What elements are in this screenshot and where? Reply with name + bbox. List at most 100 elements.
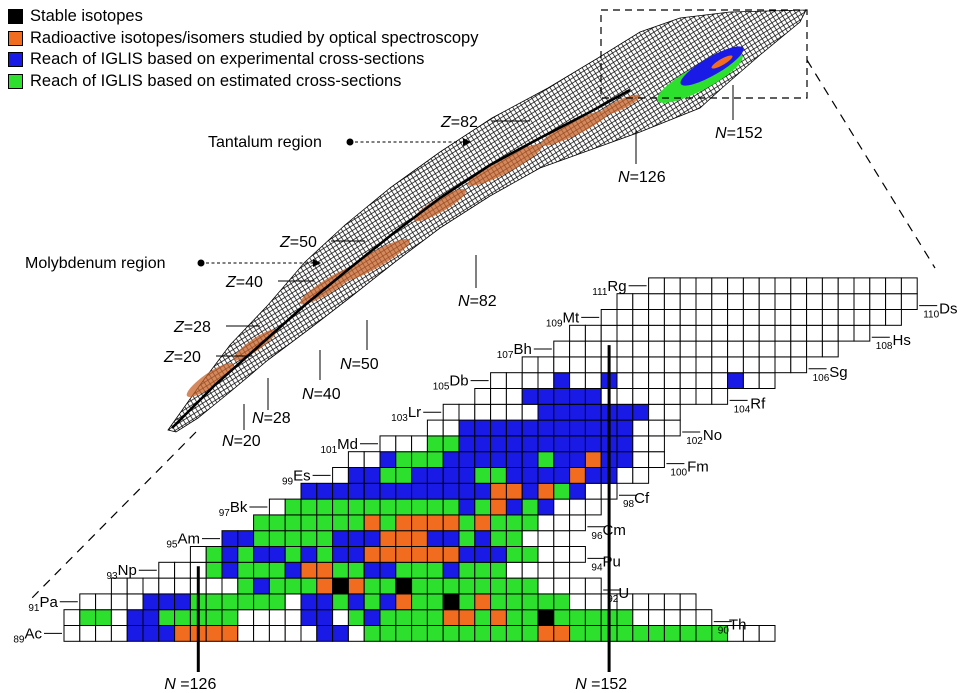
nuclide-cell-estimated bbox=[584, 625, 602, 642]
nuclide-cell-estimated bbox=[474, 609, 492, 627]
nuclide-cell-empty bbox=[663, 356, 681, 374]
nuclide-cell-experimental bbox=[253, 577, 270, 595]
nuclide-cell-empty bbox=[553, 356, 571, 374]
nuclide-cell-empty bbox=[553, 498, 571, 516]
nuclide-cell-empty bbox=[221, 577, 239, 595]
nuclide-cell-empty bbox=[727, 356, 744, 374]
nuclide-cell-empty bbox=[727, 340, 744, 358]
nuclide-cell-experimental bbox=[616, 451, 634, 469]
overview-studied-region bbox=[467, 144, 543, 186]
nuclide-cell-experimental bbox=[363, 609, 381, 627]
nuclide-cell-estimated bbox=[648, 625, 665, 642]
element-symbol: 106Sg bbox=[813, 364, 848, 384]
nuclide-cell-estimated bbox=[505, 593, 523, 611]
nuclide-cell-empty bbox=[569, 372, 586, 390]
nuclide-cell-estimated bbox=[379, 467, 397, 484]
nuclide-cell-empty bbox=[648, 309, 665, 326]
nuclide-cell-experimental bbox=[569, 435, 586, 453]
nuclide-cell-experimental bbox=[505, 467, 523, 484]
nuclide-cell-empty bbox=[632, 609, 650, 627]
nuclide-cell-estimated bbox=[537, 451, 555, 469]
nuclide-cell-estimated bbox=[616, 609, 634, 627]
nuclide-cell-empty bbox=[268, 498, 286, 516]
nuclide-cell-estimated bbox=[490, 530, 507, 548]
nuclide-cell-experimental bbox=[584, 435, 602, 453]
nuclide-cell-empty bbox=[663, 419, 681, 437]
nuclide-cell-empty bbox=[648, 419, 665, 437]
nuclide-cell-empty bbox=[663, 309, 681, 326]
nuclide-cell-empty bbox=[632, 324, 650, 342]
nuclide-cell-empty bbox=[727, 277, 744, 295]
element-symbol: 103Lr bbox=[391, 404, 421, 424]
nuclide-cell-estimated bbox=[332, 593, 349, 611]
nuclide-cell-empty bbox=[711, 372, 729, 390]
nuclide-cell-estimated bbox=[300, 498, 318, 516]
nuclide-cell-studied bbox=[205, 625, 223, 642]
nuclide-cell-empty bbox=[553, 340, 571, 358]
nuclide-cell-empty bbox=[679, 609, 697, 627]
nuclide-cell-empty bbox=[253, 609, 270, 627]
nuclide-cell-estimated bbox=[316, 546, 334, 563]
nuclide-cell-estimated bbox=[253, 514, 270, 532]
n152-line-label: N =152 bbox=[575, 676, 627, 693]
nuclide-cell-empty bbox=[790, 293, 808, 311]
nuclide-cell-empty bbox=[742, 277, 760, 295]
nuclide-cell-estimated bbox=[347, 498, 365, 516]
z82-label: Z=82 bbox=[440, 114, 478, 131]
nuclide-cell-estimated bbox=[347, 609, 365, 627]
element-label-ds: 110Ds bbox=[919, 301, 957, 321]
nuclide-cell-estimated bbox=[569, 625, 586, 642]
nuclide-cell-estimated bbox=[426, 435, 444, 453]
nuclide-cell-empty bbox=[284, 625, 302, 642]
nuclide-cell-experimental bbox=[158, 625, 176, 642]
nuclide-cell-studied bbox=[395, 530, 413, 548]
tantalum-region-label: Tantalum region bbox=[208, 134, 322, 151]
nuclide-cell-experimental bbox=[553, 388, 571, 405]
nuclide-cell-experimental bbox=[521, 435, 539, 453]
nuclide-cell-experimental bbox=[569, 419, 586, 437]
nuclide-cell-estimated bbox=[426, 593, 444, 611]
nuclide-cell-estimated bbox=[411, 609, 428, 627]
nuclide-cell-estimated bbox=[395, 561, 413, 579]
nuclide-cell-stable bbox=[442, 593, 460, 611]
z50-label: Z=50 bbox=[279, 234, 317, 251]
nuclide-cell-estimated bbox=[332, 514, 349, 532]
nuclide-cell-empty bbox=[632, 467, 650, 484]
nuclide-cell-estimated bbox=[679, 625, 697, 642]
element-symbol: 93Np bbox=[106, 562, 136, 582]
nuclide-cell-experimental bbox=[300, 546, 318, 563]
nuclide-cell-empty bbox=[758, 356, 776, 374]
element-label-fm: 100Fm bbox=[666, 459, 709, 479]
nuclide-cell-estimated bbox=[458, 514, 476, 532]
nuclide-cell-estimated bbox=[205, 609, 223, 627]
nuclide-cell-empty bbox=[584, 593, 602, 611]
n40-label: N=40 bbox=[302, 386, 341, 403]
nuclide-cell-studied bbox=[316, 561, 334, 579]
element-symbol: 104Rf bbox=[734, 395, 767, 415]
nuclide-cell-estimated bbox=[332, 498, 349, 516]
nuclide-cell-estimated bbox=[632, 625, 650, 642]
nuclide-cell-studied bbox=[458, 609, 476, 627]
nuclide-cell-experimental bbox=[553, 403, 571, 421]
n126-label: N=126 bbox=[618, 169, 666, 186]
nuclide-cell-empty bbox=[869, 293, 887, 311]
nuclide-cell-experimental bbox=[316, 625, 334, 642]
nuclide-cell-experimental bbox=[505, 419, 523, 437]
molybdenum-region-label: Molybdenum region bbox=[25, 255, 166, 272]
nuclide-cell-experimental bbox=[505, 498, 523, 516]
nuclide-cell-stable bbox=[395, 577, 413, 595]
nuclide-cell-empty bbox=[853, 324, 871, 342]
element-label-lr: 103Lr bbox=[391, 404, 442, 424]
nuclide-cell-estimated bbox=[474, 467, 492, 484]
nuclide-cell-empty bbox=[648, 451, 665, 469]
element-symbol: 105Db bbox=[433, 373, 469, 393]
nuclide-cell-studied bbox=[442, 609, 460, 627]
nuclide-cell-estimated bbox=[221, 609, 239, 627]
nuclide-cell-empty bbox=[632, 388, 650, 405]
nuclide-cell-estimated bbox=[616, 625, 634, 642]
element-label-md: 101Md bbox=[320, 436, 378, 456]
nuclide-cell-empty bbox=[110, 593, 128, 611]
nuclide-cell-empty bbox=[853, 309, 871, 326]
nuclide-cell-experimental bbox=[442, 482, 460, 500]
element-label-ac: 89Ac bbox=[13, 625, 62, 645]
